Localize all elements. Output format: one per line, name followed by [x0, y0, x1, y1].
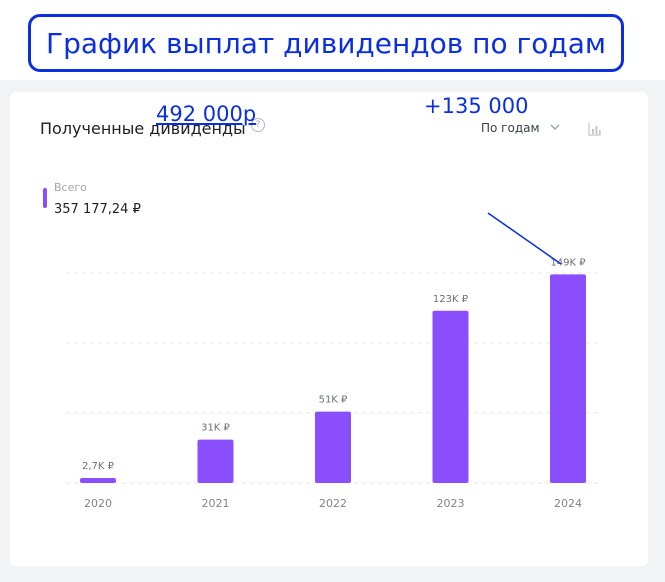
chevron-down-icon[interactable] [550, 122, 560, 132]
x-tick-2021: 2021 [202, 497, 230, 510]
x-tick-2024: 2024 [554, 497, 582, 510]
bar-2024[interactable] [550, 274, 586, 483]
dividends-card: Полученные дивиденды ? По годам Всего 35… [10, 92, 648, 566]
total-label: Всего [54, 181, 87, 194]
period-select[interactable]: По годам [481, 121, 540, 135]
bar-2023[interactable] [432, 310, 469, 483]
x-tick-2020: 2020 [84, 497, 112, 510]
bar-chart-icon[interactable] [588, 122, 602, 136]
bar-value-label-2021: 31K ₽ [201, 423, 230, 434]
annotation-total: 492 000р [156, 102, 257, 126]
bar-value-label-2024: 149K ₽ [550, 257, 586, 268]
banner: График выплат дивидендов по годам [0, 0, 665, 80]
bar-2022[interactable] [315, 411, 351, 483]
bar-2020[interactable] [80, 478, 116, 483]
bar-value-label-2020: 2,7K ₽ [82, 461, 115, 472]
bar-value-label-2022: 51K ₽ [319, 395, 348, 406]
help-icon[interactable]: ? [251, 118, 265, 132]
x-tick-2023: 2023 [437, 497, 465, 510]
card-title: Полученные дивиденды [40, 119, 246, 138]
total-marker [43, 188, 47, 208]
total-value: 357 177,24 ₽ [54, 202, 141, 217]
x-tick-2022: 2022 [319, 497, 347, 510]
bar-value-label-2023: 123K ₽ [433, 294, 469, 305]
annotation-growth: +135 000 [424, 94, 529, 118]
bar-2021[interactable] [197, 439, 234, 483]
banner-title: График выплат дивидендов по годам [28, 14, 624, 72]
annotation-arrow-line [487, 212, 562, 265]
